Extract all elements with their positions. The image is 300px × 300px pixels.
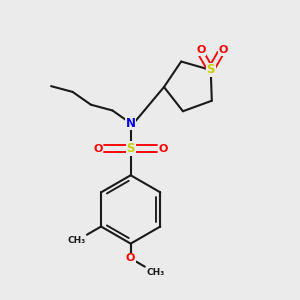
Text: O: O (126, 254, 135, 263)
Text: O: O (196, 45, 206, 55)
Text: O: O (93, 143, 103, 154)
Text: S: S (206, 64, 215, 76)
Text: CH₃: CH₃ (67, 236, 86, 245)
Text: O: O (219, 45, 228, 55)
Text: O: O (159, 143, 168, 154)
Text: CH₃: CH₃ (146, 268, 165, 277)
Text: N: N (126, 117, 136, 130)
Text: S: S (126, 142, 135, 155)
